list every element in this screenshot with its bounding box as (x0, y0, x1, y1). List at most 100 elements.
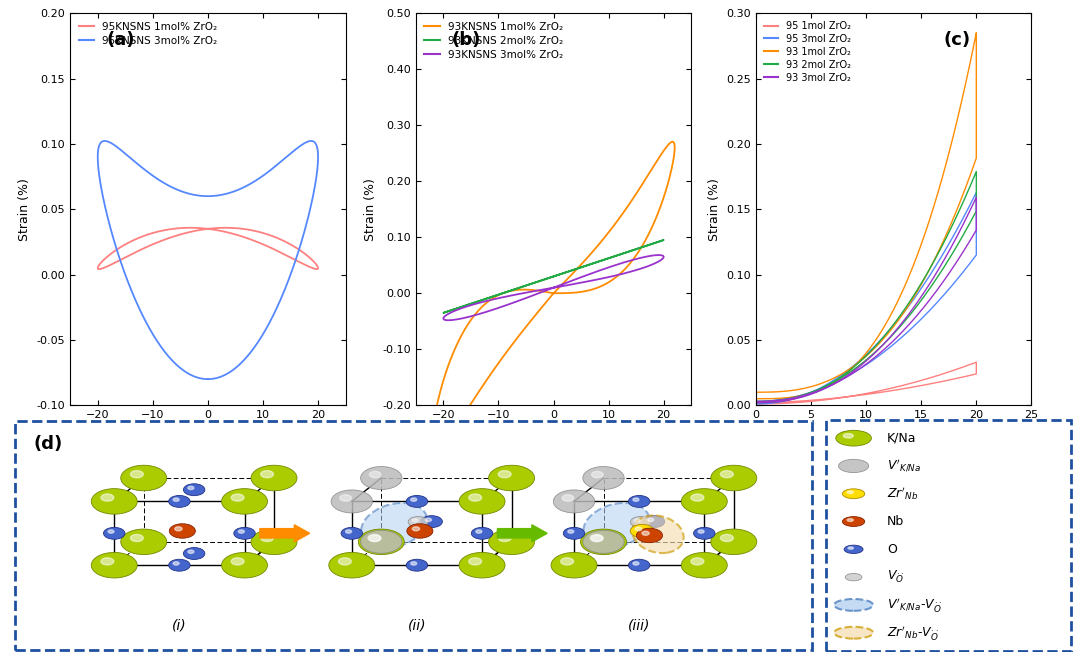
Circle shape (100, 494, 113, 501)
Circle shape (469, 558, 482, 565)
Circle shape (581, 529, 626, 555)
Circle shape (251, 465, 297, 491)
Circle shape (231, 494, 244, 501)
Circle shape (104, 527, 125, 539)
FancyArrow shape (498, 525, 548, 542)
Circle shape (188, 486, 194, 490)
Circle shape (633, 561, 639, 565)
Circle shape (631, 517, 650, 528)
Circle shape (564, 527, 584, 539)
Circle shape (469, 494, 482, 501)
Circle shape (413, 519, 418, 522)
Circle shape (413, 527, 420, 531)
Circle shape (471, 527, 492, 539)
Circle shape (691, 558, 704, 565)
Circle shape (408, 517, 428, 528)
Y-axis label: Strain (%): Strain (%) (18, 178, 31, 241)
Circle shape (644, 515, 664, 528)
Circle shape (553, 490, 595, 513)
Circle shape (341, 527, 363, 539)
Text: $Zr'_{Nb}$: $Zr'_{Nb}$ (887, 486, 918, 502)
Circle shape (231, 558, 244, 565)
X-axis label: E (kV/cm): E (kV/cm) (863, 426, 924, 439)
Circle shape (184, 548, 205, 559)
Text: K/Na: K/Na (887, 432, 917, 445)
Circle shape (131, 534, 144, 542)
Circle shape (361, 467, 402, 490)
Circle shape (260, 471, 273, 478)
Circle shape (842, 489, 865, 499)
Circle shape (91, 489, 137, 514)
Ellipse shape (834, 599, 873, 611)
Circle shape (410, 561, 417, 565)
Text: (a): (a) (106, 30, 135, 49)
Circle shape (173, 561, 179, 565)
Circle shape (845, 545, 863, 554)
Circle shape (260, 534, 273, 542)
Circle shape (847, 491, 853, 494)
Circle shape (642, 531, 649, 535)
Circle shape (328, 552, 375, 578)
Circle shape (168, 559, 190, 571)
Circle shape (184, 484, 205, 496)
Circle shape (121, 465, 166, 491)
Circle shape (551, 552, 597, 578)
Circle shape (592, 471, 603, 478)
Y-axis label: Strain (%): Strain (%) (707, 178, 720, 241)
Circle shape (407, 524, 433, 538)
Text: (i): (i) (172, 618, 187, 632)
Text: $Zr'_{Nb}$-$V_O^{..}$: $Zr'_{Nb}$-$V_O^{..}$ (887, 623, 940, 642)
Circle shape (173, 498, 179, 501)
Text: $V'_{K/Na}$-$V_O^{..}$: $V'_{K/Na}$-$V_O^{..}$ (887, 596, 943, 614)
Text: (iii): (iii) (627, 618, 650, 632)
Legend: 95 1mol ZrO₂, 95 3mol ZrO₂, 93 1mol ZrO₂, 93 2mol ZrO₂, 93 3mol ZrO₂: 95 1mol ZrO₂, 95 3mol ZrO₂, 93 1mol ZrO₂… (761, 18, 854, 86)
Circle shape (426, 518, 432, 521)
Circle shape (369, 535, 381, 542)
Circle shape (476, 530, 482, 533)
Circle shape (629, 559, 650, 571)
Ellipse shape (361, 503, 427, 548)
Circle shape (698, 530, 704, 533)
Circle shape (100, 558, 113, 565)
Circle shape (221, 489, 268, 514)
Circle shape (410, 498, 417, 501)
Circle shape (631, 525, 654, 538)
Ellipse shape (583, 503, 649, 548)
Circle shape (635, 519, 640, 522)
Circle shape (221, 552, 268, 578)
Circle shape (561, 558, 573, 565)
Circle shape (361, 530, 402, 554)
Circle shape (340, 495, 351, 501)
Circle shape (233, 527, 255, 539)
Circle shape (170, 524, 195, 538)
Circle shape (91, 552, 137, 578)
Circle shape (332, 490, 373, 513)
Circle shape (369, 471, 381, 478)
Legend: 93KNSNS 1mol% ZrO₂, 93KNSNS 2mol% ZrO₂, 93KNSNS 3mol% ZrO₂: 93KNSNS 1mol% ZrO₂, 93KNSNS 2mol% ZrO₂, … (421, 18, 566, 63)
Circle shape (720, 534, 733, 542)
Circle shape (459, 552, 505, 578)
Circle shape (459, 489, 505, 514)
Circle shape (681, 489, 727, 514)
Text: (ii): (ii) (407, 618, 427, 632)
Circle shape (359, 529, 404, 555)
Circle shape (592, 535, 603, 542)
Circle shape (368, 534, 381, 542)
Circle shape (498, 471, 511, 478)
Circle shape (338, 558, 351, 565)
Circle shape (108, 530, 114, 533)
Circle shape (421, 515, 443, 528)
Circle shape (488, 465, 535, 491)
Circle shape (842, 517, 865, 527)
Circle shape (648, 518, 653, 521)
Circle shape (488, 529, 535, 555)
Circle shape (720, 471, 733, 478)
Circle shape (131, 471, 144, 478)
Circle shape (590, 534, 603, 542)
Circle shape (568, 530, 573, 533)
Text: O: O (887, 543, 896, 556)
Text: $V'_{K/Na}$: $V'_{K/Na}$ (887, 458, 921, 474)
Circle shape (635, 527, 642, 531)
Circle shape (711, 465, 757, 491)
Circle shape (693, 527, 715, 539)
